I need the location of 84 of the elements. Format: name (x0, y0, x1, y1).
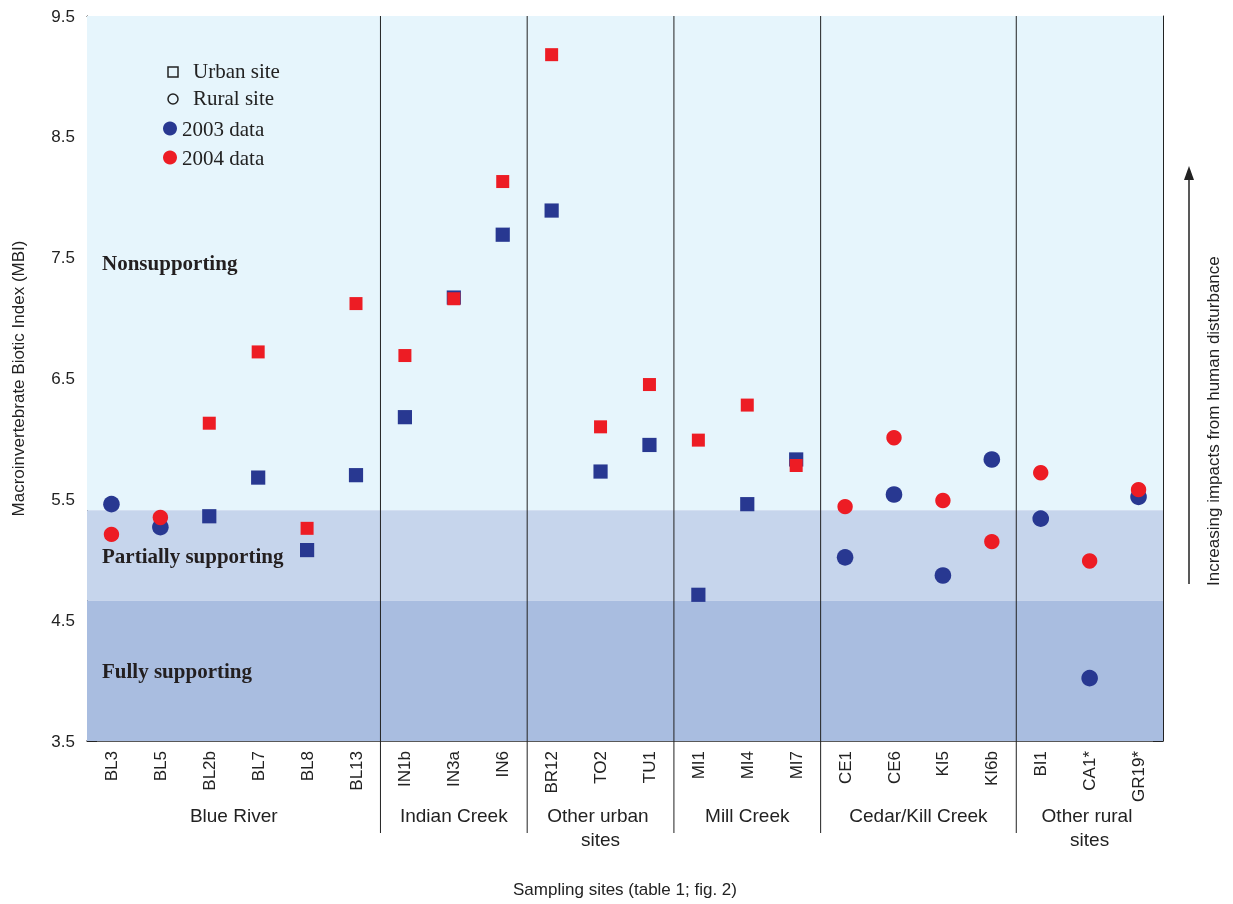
x-tick-label: MI7 (786, 751, 806, 780)
text: Indian Creek (399, 804, 509, 826)
point (836, 549, 854, 566)
point (251, 345, 265, 359)
text: Other rural sites (1041, 804, 1138, 850)
x-tick-label: BI1 (1031, 751, 1051, 777)
point (593, 464, 608, 479)
y-axis-title: Macroinvertebrate Biotic Index (MBI) (9, 240, 28, 517)
x-tick-label: BR12 (542, 751, 562, 794)
point (103, 495, 120, 513)
point (152, 509, 169, 526)
point (934, 567, 952, 584)
point (984, 533, 1000, 550)
x-tick-label: CA1* (1080, 750, 1100, 791)
y-tick-label: 9.5 (51, 6, 75, 26)
text: Blue River (189, 804, 279, 826)
point (1032, 510, 1050, 527)
point (642, 437, 657, 453)
x-axis-title: Sampling sites (table 1; fig. 2) (513, 880, 737, 899)
x-tick-label: CE6 (884, 751, 904, 785)
text: Cedar/Kill Creek (849, 804, 989, 826)
point (740, 398, 754, 412)
point (1081, 669, 1098, 687)
x-tick-label: IN3a (444, 750, 464, 787)
point (1081, 553, 1098, 569)
x-tick-label: KI6b (982, 751, 1002, 786)
x-tick-label: KI5 (933, 751, 953, 777)
point (202, 509, 217, 524)
point (348, 468, 364, 483)
point (886, 430, 902, 446)
x-tick-label: BL3 (101, 751, 121, 782)
x-tick-label: IN1b (395, 751, 415, 787)
point (789, 459, 803, 472)
band-label: Partially supporting (102, 543, 284, 568)
point (300, 521, 314, 535)
point (983, 451, 1001, 468)
x-tick-label: BL5 (150, 751, 170, 782)
point (1130, 481, 1147, 498)
point (299, 542, 315, 558)
x-tick-label: TO2 (591, 751, 611, 784)
point (545, 48, 559, 62)
x-tick-label: GR19* (1129, 750, 1149, 803)
x-tick-label: CE1 (835, 751, 855, 785)
point (691, 587, 706, 602)
legend-label: 2004 data (182, 145, 265, 170)
annotation: Urban site (193, 59, 280, 84)
y-tick-label: 3.5 (51, 731, 75, 751)
band-label: Fully supporting (102, 658, 253, 683)
point (691, 433, 705, 447)
y-tick-label: 6.5 (51, 369, 75, 388)
x-tick-label: BL13 (346, 751, 366, 791)
point (495, 227, 510, 242)
point (1033, 465, 1049, 481)
band-label: Nonsupporting (102, 251, 238, 276)
point (594, 420, 608, 434)
x-tick-label: BL7 (248, 751, 268, 782)
y-tick-label: 7.5 (51, 248, 75, 268)
point (496, 175, 510, 189)
text: Mill Creek (705, 804, 790, 826)
point (740, 497, 755, 512)
x-tick-label: MI1 (688, 751, 708, 780)
x-tick-label: BL2b (199, 751, 219, 791)
x-tick-label: MI4 (737, 751, 757, 780)
legend-label: 2003 data (182, 116, 265, 141)
y-tick-label: 4.5 (51, 610, 75, 630)
annotation: Rural site (193, 86, 275, 111)
point (103, 526, 120, 543)
point (885, 486, 903, 503)
point (398, 349, 412, 363)
x-tick-label: TU1 (639, 751, 659, 784)
y-tick-label: 8.5 (51, 127, 75, 147)
y-tick-label: 5.5 (51, 489, 75, 509)
point (349, 297, 363, 311)
point (935, 492, 951, 509)
point (642, 378, 656, 392)
point (544, 203, 559, 218)
point (397, 410, 413, 425)
text: Increasing impacts from human disturbance (1204, 256, 1224, 586)
x-tick-label: BL8 (297, 751, 317, 782)
point (837, 498, 853, 515)
x-tick-label: IN6 (493, 751, 513, 778)
point (251, 470, 266, 485)
text: Other urban sites (547, 804, 654, 850)
point (202, 416, 216, 430)
